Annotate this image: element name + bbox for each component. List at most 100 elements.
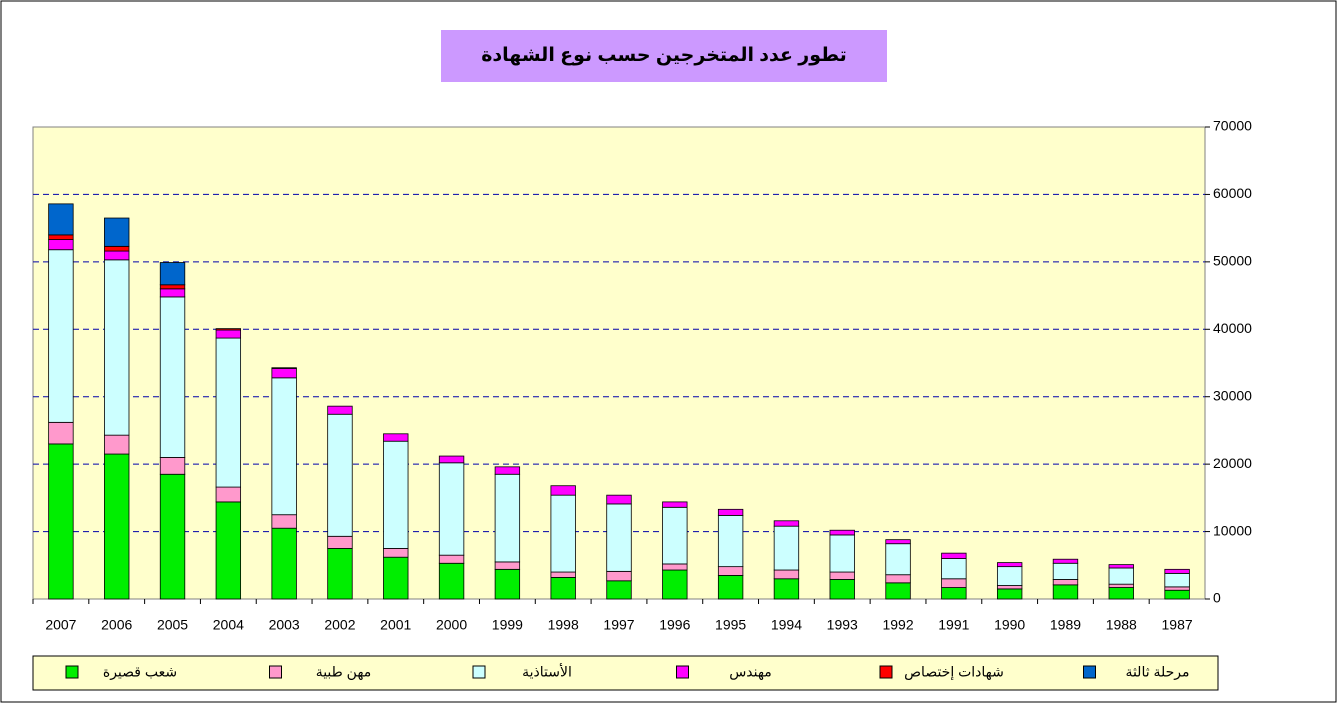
x-tick-label: 2005 [157,617,188,633]
legend-label: مهن طبية [316,664,372,681]
bar-segment [271,377,297,516]
x-tick-label: 1997 [603,617,634,633]
x-tick-label: 1993 [827,617,858,633]
x-tick-label: 1995 [715,617,746,633]
bar-segment [494,568,521,600]
x-tick-label: 1998 [548,617,579,633]
bar-segment [996,562,1023,568]
bar-segment [1164,572,1190,588]
bar-segment [327,405,353,415]
bar-segment [104,245,130,252]
bar-segment [1108,583,1134,588]
bar-segment [438,562,465,600]
bar-segment [215,337,242,488]
bar-segment [383,548,409,558]
bar-segment [271,514,297,529]
bar-segment [996,585,1023,590]
legend-label: شعب قصيرة [103,664,177,681]
x-tick-label: 1987 [1162,617,1193,633]
bar-segment [215,328,242,331]
legend-label: مهندس [729,664,772,681]
y-tick-label: 70000 [1213,118,1252,134]
chart-title: تطور عدد المتخرجين حسب نوع الشهادة [481,45,847,66]
bar-segment [159,288,186,298]
bar-segment [717,566,744,576]
y-tick-label: 60000 [1213,185,1252,201]
x-tick-label: 1990 [994,617,1025,633]
y-tick-label: 10000 [1213,522,1252,538]
bar-segment [271,367,297,369]
bar-segment [159,262,186,286]
bar-segment [717,514,744,568]
bar-segment [773,520,800,527]
bar-segment [606,580,632,600]
bar-segment [271,367,297,379]
bar-segment [606,503,632,572]
x-tick-label: 2007 [45,617,76,633]
x-tick-label: 2002 [324,617,355,633]
bar-segment [215,501,242,600]
bar-segment [662,501,688,508]
y-tick-label: 30000 [1213,387,1252,403]
legend-swatch [65,665,79,679]
bar-segment [996,588,1023,600]
bar-segment [1108,564,1134,569]
bar-segment [885,539,911,545]
bar-segment [383,433,409,442]
bar-segment [550,494,576,573]
bar-segment [494,561,521,570]
bar-segment [1108,567,1134,585]
bar-segment [104,453,130,600]
bar-segment [438,455,465,464]
bar-segment [717,575,744,600]
y-tick-label: 50000 [1213,253,1252,269]
bar-segment [271,527,297,600]
x-tick-label: 1991 [938,617,969,633]
bar-segment [941,552,967,559]
x-tick-label: 1996 [659,617,690,633]
bar-segment [1108,587,1134,600]
x-tick-label: 1999 [492,617,523,633]
legend-label: شهادات إختصاص [904,664,1004,681]
y-tick-label: 20000 [1213,455,1252,471]
legend-label: الأستاذية [522,663,572,680]
bar-segment [829,529,855,536]
bar-segment [48,234,74,241]
x-tick-label: 2000 [436,617,467,633]
bar-segment [662,563,688,571]
bar-segment [48,203,74,236]
bar-segment [327,413,353,537]
bar-segment [773,569,800,580]
bar-segment [1164,589,1190,600]
bar-segment [104,434,130,455]
bar-segment [159,296,186,458]
bar-segment [327,535,353,549]
x-tick-label: 1989 [1050,617,1081,633]
legend-label: مرحلة ثالثة [1125,664,1189,681]
bar-segment [159,284,186,290]
bar-segment [438,554,465,564]
bar-segment [885,543,911,576]
bar-segment [383,556,409,600]
title-box [441,30,887,82]
bar-segment [1052,562,1079,580]
bar-segment [941,578,967,588]
bar-segment [494,473,521,563]
legend-swatch [472,665,486,679]
x-tick-label: 2006 [101,617,132,633]
bar-segment [48,239,74,251]
bar-segment [1052,584,1079,600]
bar-segment [1052,558,1079,564]
bar-segment [941,558,967,580]
bar-segment [662,506,688,565]
x-tick-label: 1992 [882,617,913,633]
bar-segment [773,525,800,571]
legend-swatch [1083,665,1096,679]
bar-segment [327,548,353,600]
bar-segment [885,574,911,584]
x-tick-label: 2003 [269,617,300,633]
bar-segment [550,577,576,600]
bar-segment [829,579,855,600]
bar-segment [159,473,186,600]
